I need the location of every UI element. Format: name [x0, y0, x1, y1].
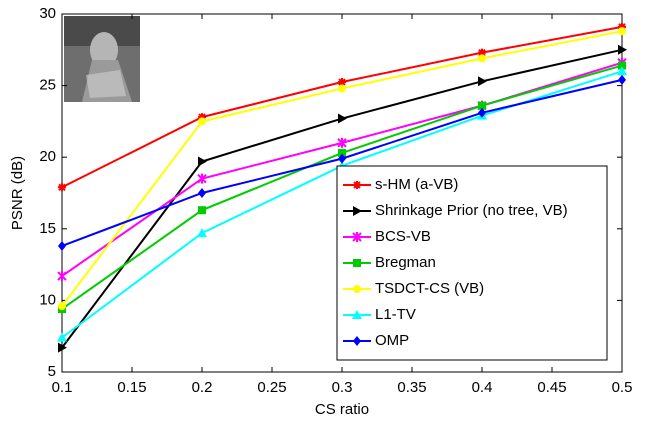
y-tick-label: 20 — [39, 148, 56, 165]
point — [198, 113, 206, 122]
point — [58, 240, 66, 251]
x-tick-label: 0.15 — [117, 379, 146, 396]
point — [57, 332, 67, 342]
point — [338, 113, 347, 124]
point — [337, 137, 347, 148]
x-tick-label: 0.45 — [537, 379, 566, 396]
point — [338, 153, 346, 164]
x-tick-label: 0.25 — [257, 379, 286, 396]
legend-marker — [352, 310, 362, 319]
legend-marker — [352, 232, 362, 242]
point — [338, 148, 346, 157]
legend-label: Shrinkage Prior (no tree, VB) — [375, 202, 568, 219]
point — [57, 271, 67, 282]
point — [58, 183, 66, 192]
x-tick-label: 0.4 — [472, 379, 493, 396]
point — [338, 84, 346, 93]
point — [478, 48, 486, 57]
point — [338, 78, 346, 87]
legend-marker — [353, 259, 361, 267]
legend-label: BCS-VB — [375, 228, 431, 245]
point — [478, 76, 487, 87]
legend-marker — [353, 181, 361, 189]
y-tick-label: 5 — [48, 363, 56, 380]
point — [478, 101, 486, 110]
x-tick-label: 0.1 — [52, 379, 73, 396]
point — [478, 54, 486, 63]
point — [198, 188, 206, 198]
point — [618, 22, 626, 31]
point — [197, 228, 207, 238]
x-tick-label: 0.3 — [332, 379, 353, 396]
point — [58, 302, 66, 311]
x-tick-label: 0.35 — [397, 379, 426, 396]
point — [618, 61, 626, 70]
legend-box — [336, 165, 608, 361]
point — [198, 206, 206, 215]
point — [618, 44, 627, 55]
point — [58, 342, 67, 353]
x-tick-label: 0.5 — [612, 379, 633, 396]
point — [197, 173, 207, 184]
y-tick-label: 25 — [39, 77, 56, 94]
legend-label: TSDCT-CS (VB) — [375, 280, 484, 297]
legend: s-HM (a-VB) Shrinkage Prior (no tree, VB)… — [336, 165, 608, 361]
point — [618, 27, 626, 36]
point — [617, 66, 627, 76]
y-tick-label: 15 — [39, 220, 56, 237]
x-axis-label: CS ratio — [315, 401, 369, 418]
point — [478, 107, 486, 118]
point — [618, 74, 626, 85]
point — [198, 117, 206, 126]
point — [198, 156, 207, 167]
legend-label: s-HM (a-VB) — [375, 176, 458, 193]
legend-label: Bregman — [375, 254, 436, 271]
legend-label: OMP — [375, 332, 409, 349]
x-tick-label: 0.2 — [192, 379, 213, 396]
y-tick-label: 10 — [39, 291, 56, 308]
legend-marker — [353, 285, 361, 293]
legend-marker — [353, 336, 361, 346]
legend-marker — [353, 206, 362, 216]
y-tick-label: 30 — [39, 5, 56, 22]
y-axis-label: PSNR (dB) — [9, 156, 26, 230]
legend-label: L1-TV — [375, 306, 416, 323]
inset-photo — [64, 16, 140, 102]
